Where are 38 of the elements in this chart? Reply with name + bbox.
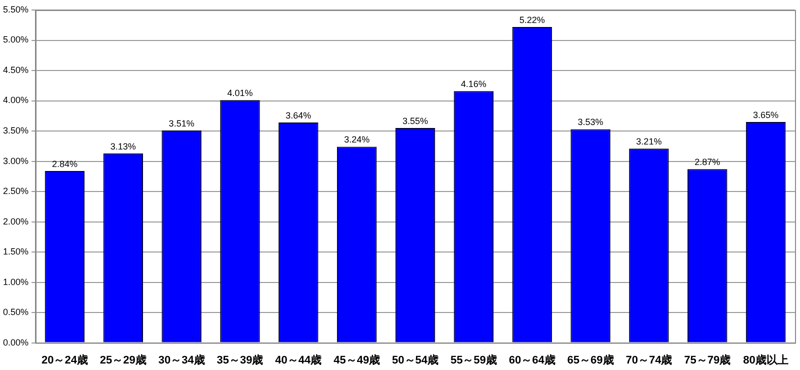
data-label: 3.21% [636,136,662,147]
x-tick-label: 35～39歳 [216,353,264,366]
data-label: 3.64% [286,110,312,121]
data-label: 4.16% [460,79,486,90]
y-tick-label: 4.50% [2,64,29,75]
y-tick-label: 5.50% [2,4,29,14]
x-tick-label: 75～79歳 [684,353,731,366]
data-label: 3.24% [344,134,370,145]
x-tick-label: 80歳以上 [743,353,788,366]
x-tick-label: 20～24歳 [41,353,88,366]
x-tick-label: 70～74歳 [626,353,672,366]
data-label: 2.87% [694,157,720,168]
y-tick-label: 3.50% [2,126,29,136]
y-tick-label: 5.00% [2,34,29,45]
data-label: 2.84% [52,158,78,169]
data-label: 3.13% [110,141,136,152]
x-tick-label: 25～29歳 [100,353,146,366]
y-tick-label: 2.50% [2,186,29,196]
y-tick-label: 0.00% [2,337,29,348]
y-tick-label: 3.00% [2,156,29,166]
data-label: 3.53% [578,117,604,128]
x-tick-label: 55～59歳 [450,353,497,366]
y-tick-label: 0.50% [2,307,29,318]
x-tick-label: 65～69歳 [567,353,614,366]
y-tick-label: 1.50% [2,246,29,257]
y-tick-label: 1.00% [2,276,29,287]
data-label: 4.01% [227,88,253,98]
x-tick-label: 50～54歳 [392,353,438,366]
x-tick-label: 40～44歳 [275,353,322,366]
x-tick-label: 45～49歳 [334,353,380,366]
data-label: 5.22% [519,14,545,25]
x-tick-label: 60～64歳 [508,353,556,366]
data-label: 3.65% [753,110,779,120]
y-tick-label: 4.00% [2,95,29,106]
data-label: 3.55% [402,116,428,126]
data-label: 3.51% [168,118,194,128]
x-tick-label: 30～34歳 [158,353,205,366]
y-tick-label: 2.00% [2,216,29,226]
